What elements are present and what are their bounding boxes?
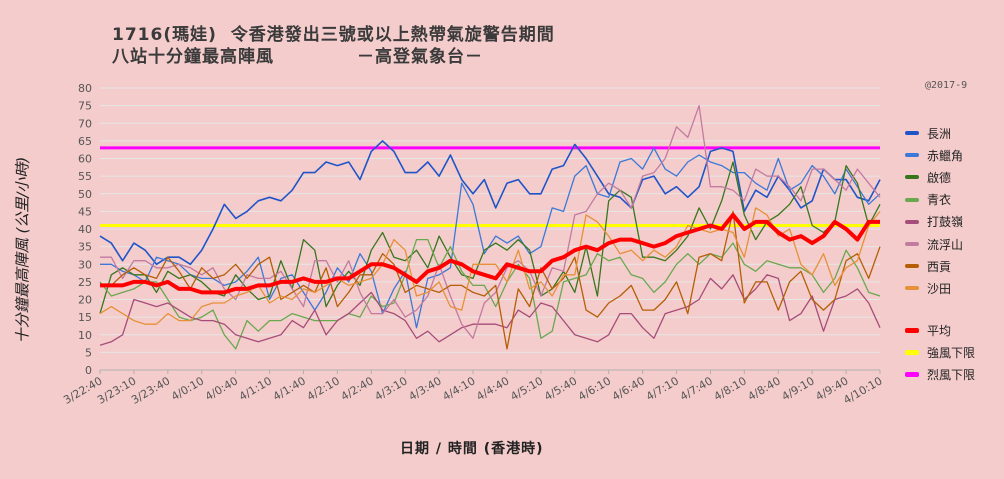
x-tick-label: 4/0:10 <box>169 374 206 403</box>
legend-swatch <box>905 372 919 378</box>
y-tick-label: 65 <box>78 135 92 148</box>
y-axis-label: 十分鐘最高陣風 (公里/小時) <box>13 156 32 344</box>
legend-item: 沙田 <box>905 277 975 299</box>
x-tick-label: 4/3:40 <box>406 374 443 403</box>
chart-title-line1: 1716(瑪娃) 令香港發出三號或以上熱帶氣旋警告期間 <box>112 25 555 45</box>
legend-label: 青衣 <box>927 193 952 208</box>
legend-swatch <box>905 350 919 356</box>
series-line <box>100 210 881 350</box>
y-tick-label: 40 <box>78 223 92 236</box>
x-tick-label: 4/7:40 <box>678 374 715 403</box>
legend-item: 打鼓嶺 <box>905 211 975 233</box>
legend-item: 青衣 <box>905 189 975 211</box>
legend-swatch <box>905 242 919 247</box>
y-tick-label: 80 <box>78 82 92 95</box>
x-tick-label: 4/5:40 <box>542 374 579 403</box>
x-axis-label: 日期 / 時間 (香港時) <box>400 441 544 457</box>
legend-swatch <box>905 286 919 291</box>
legend-item: 啟德 <box>905 166 975 188</box>
chart-title-line2: 八站十分鐘最高陣風 －高登氣象台－ <box>112 47 484 67</box>
series-line <box>99 274 881 346</box>
x-tick-label: 4/8:10 <box>712 374 749 403</box>
legend-item: 赤鱲角 <box>905 144 975 166</box>
x-tick-label: 4/10:10 <box>841 374 884 406</box>
legend-swatch <box>905 175 919 180</box>
legend-label: 赤鱲角 <box>927 148 964 163</box>
legend-item: 強風下限 <box>905 342 975 364</box>
legend-item: 長洲 <box>905 122 975 144</box>
legend-swatch <box>905 328 919 334</box>
legend-swatch <box>905 264 919 269</box>
x-tick-label: 4/0:40 <box>203 374 240 403</box>
y-tick-label: 15 <box>78 311 92 324</box>
legend-label: 啟德 <box>927 170 952 185</box>
series-line <box>100 104 881 339</box>
legend-item: 西貢 <box>905 255 975 277</box>
series-line <box>100 212 880 295</box>
x-tick-label: 4/8:40 <box>746 374 783 403</box>
y-tick-label: 55 <box>78 170 92 183</box>
legend-swatch <box>905 153 919 158</box>
x-tick-label: 4/6:40 <box>610 374 647 403</box>
legend-label: 西貢 <box>927 259 952 274</box>
legend-label: 平均 <box>927 324 952 339</box>
y-tick-label: 60 <box>78 153 92 166</box>
legend-gap <box>905 300 975 320</box>
x-tick-label: 4/4:10 <box>440 374 477 403</box>
y-tick-label: 35 <box>78 241 92 254</box>
x-tick-label: 4/9:10 <box>780 374 817 403</box>
x-tick-label: 4/1:10 <box>237 374 274 403</box>
x-tick-label: 4/3:10 <box>373 374 410 403</box>
y-tick-label: 25 <box>78 276 92 289</box>
legend-swatch <box>905 197 919 202</box>
y-tick-label: 30 <box>78 258 92 271</box>
legend-label: 烈風下限 <box>927 368 976 383</box>
y-tick-label: 45 <box>78 205 92 218</box>
series-line <box>100 147 881 329</box>
x-tick-label: 4/7:10 <box>644 374 681 403</box>
x-tick-label: 3/23:40 <box>129 374 172 406</box>
y-tick-label: 0 <box>85 364 92 377</box>
legend-label: 流浮山 <box>927 237 964 252</box>
x-tick-label: 4/2:10 <box>305 374 342 403</box>
legend-swatch <box>905 219 919 224</box>
y-tick-label: 50 <box>78 188 92 201</box>
legend-label: 長洲 <box>927 126 952 141</box>
x-tick-label: 4/4:40 <box>474 374 511 403</box>
legend-item: 流浮山 <box>905 233 975 255</box>
legend-item: 平均 <box>905 320 975 342</box>
series-line <box>99 238 881 350</box>
y-tick-label: 5 <box>85 346 92 359</box>
x-tick-label: 4/6:10 <box>576 374 613 403</box>
legend-label: 強風下限 <box>927 346 976 361</box>
chart-legend: 長洲赤鱲角啟德青衣打鼓嶺流浮山西貢沙田平均強風下限烈風下限 <box>905 122 975 386</box>
y-tick-label: 20 <box>78 294 92 307</box>
y-tick-label: 75 <box>78 100 92 113</box>
series-line <box>99 140 881 266</box>
date-stamp: @2017-9 <box>925 80 968 91</box>
x-tick-label: 4/2:40 <box>339 374 376 403</box>
x-tick-label: 4/1:40 <box>271 374 308 403</box>
legend-swatch <box>905 131 919 136</box>
legend-item: 烈風下限 <box>905 364 975 386</box>
y-tick-label: 10 <box>78 329 92 342</box>
legend-label: 打鼓嶺 <box>927 215 964 230</box>
series-line <box>99 207 881 325</box>
y-tick-label: 70 <box>78 117 92 130</box>
legend-label: 沙田 <box>927 281 952 296</box>
x-tick-label: 4/5:10 <box>508 374 545 403</box>
